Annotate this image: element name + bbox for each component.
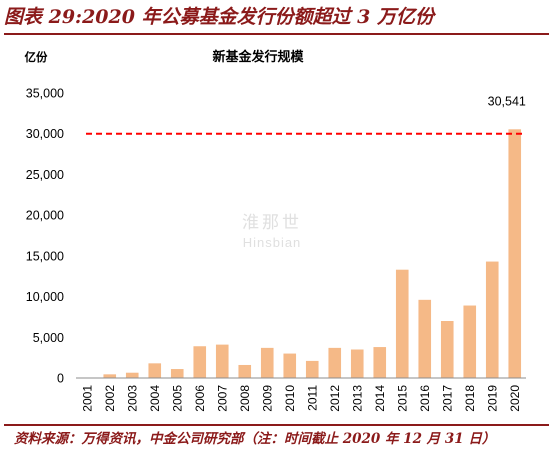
x-tick-label: 2017	[440, 385, 454, 412]
x-tick-label: 2019	[485, 385, 499, 412]
bar	[170, 369, 184, 378]
x-tick-label: 2014	[373, 385, 387, 412]
title-rule	[4, 33, 549, 35]
bar	[350, 349, 364, 378]
x-tick-label: 2020	[508, 385, 522, 412]
y-tick-label: 15,000	[26, 249, 64, 263]
x-tick-label: 2009	[260, 385, 274, 412]
x-tick-label: 2007	[215, 385, 229, 412]
bar-chart: 新基金发行规模 亿份 0 5,000 10,000 15,000 20,000 25,000 3…	[25, 49, 526, 412]
bar	[283, 353, 297, 378]
x-tick-label: 2008	[238, 385, 252, 412]
y-tick-label: 5,000	[33, 331, 64, 345]
bar	[395, 269, 409, 378]
source-rule	[4, 424, 549, 426]
x-tick-label: 2005	[170, 385, 184, 412]
bar	[305, 360, 319, 378]
watermark-latin: Hinsbian	[242, 235, 302, 250]
bar	[440, 321, 454, 378]
y-tick-label: 0	[57, 372, 64, 386]
x-tick-label: 2004	[148, 385, 162, 412]
x-tick-label: 2010	[283, 385, 297, 412]
x-tick-label: 2001	[80, 385, 94, 412]
x-tick-label: 2002	[103, 385, 117, 412]
x-tick-label: 2003	[125, 385, 139, 412]
y-tick-label: 25,000	[26, 168, 64, 182]
source-note: 资料来源：万得资讯，中金公司研究部（注：时间截止 2020 年 12 月 31 …	[14, 431, 496, 447]
x-tick-label: 2006	[193, 385, 207, 412]
bar	[103, 374, 117, 378]
y-tick-label: 10,000	[26, 290, 64, 304]
bar	[373, 347, 387, 378]
bar	[193, 346, 207, 378]
x-tick-label: 2015	[395, 385, 409, 412]
bar	[485, 261, 499, 378]
x-tick-label: 2012	[328, 385, 342, 412]
bar	[148, 363, 162, 378]
bar	[418, 299, 432, 378]
bar	[238, 364, 252, 378]
data-label: 30,541	[488, 94, 526, 108]
bar	[508, 129, 522, 378]
y-tick-label: 20,000	[26, 209, 64, 223]
x-tick-label: 2011	[305, 385, 319, 411]
x-tick-label: 2018	[463, 385, 477, 412]
x-tick-label: 2016	[418, 385, 432, 412]
y-axis-label: 亿份	[25, 50, 48, 64]
watermark: 淮那世 Hinsbian	[207, 212, 337, 258]
watermark-chinese: 淮那世	[242, 213, 302, 233]
bar	[328, 347, 342, 378]
bar	[463, 305, 477, 378]
bar	[125, 372, 139, 378]
figure-title: 图表 29:2020 年公募基金发行份额超过 3 万亿份	[4, 6, 435, 28]
chart-title: 新基金发行规模	[212, 49, 304, 65]
y-tick-label: 30,000	[26, 127, 64, 141]
bar	[260, 347, 274, 378]
bar	[215, 344, 229, 378]
y-tick-label: 35,000	[26, 87, 64, 101]
x-tick-label: 2013	[350, 385, 364, 412]
